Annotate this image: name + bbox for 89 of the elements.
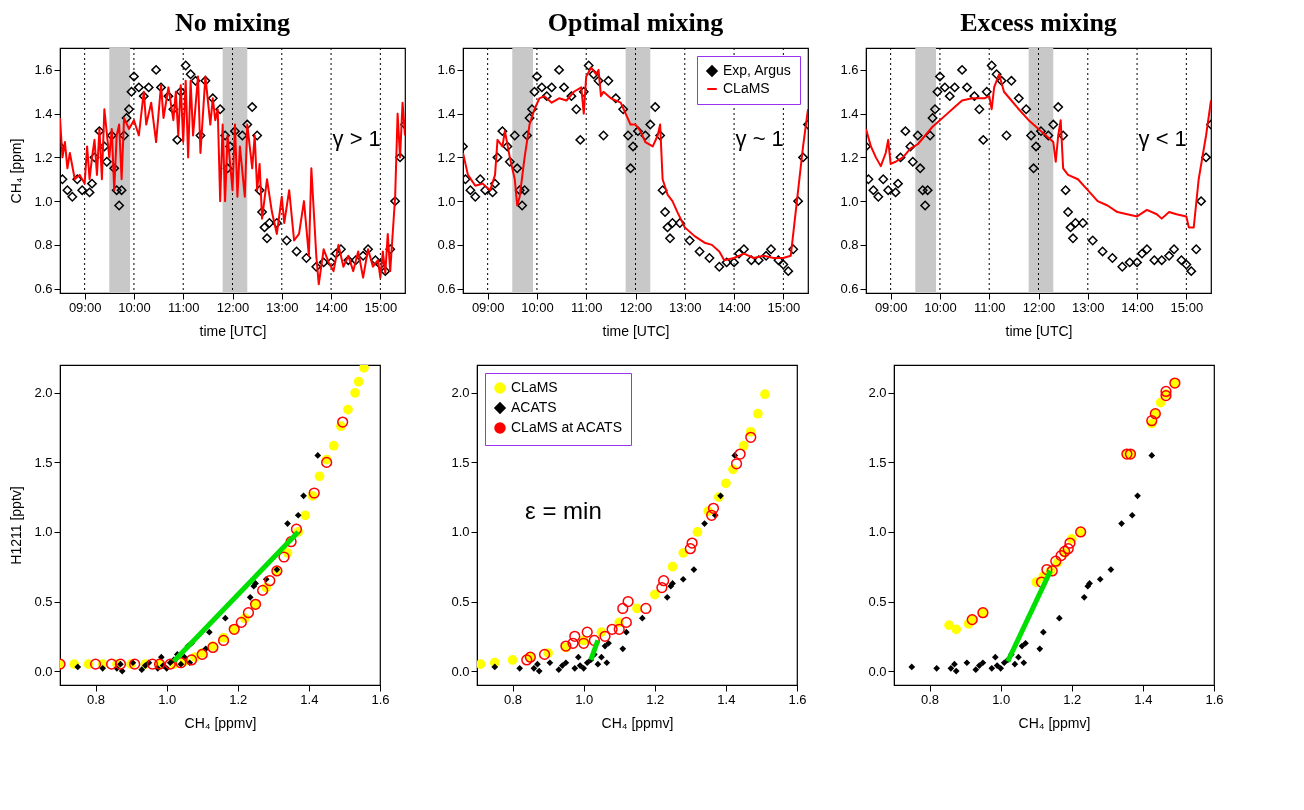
annotation: γ > 1 (332, 125, 381, 151)
legend-label: CLaMS at ACATS (511, 419, 623, 435)
y-tick-label: 0.0 (34, 663, 53, 679)
x-axis-title: CH₄ [ppmv] (601, 714, 674, 731)
annotation: γ < 1 (1138, 125, 1187, 151)
x-tick-label: 14:00 (1121, 299, 1154, 315)
x-tick-label: 1.6 (371, 691, 390, 707)
y-tick-label: 1.2 (437, 149, 456, 165)
y-tick-label: 1.0 (34, 524, 53, 540)
x-axis-title: CH₄ [ppmv] (1018, 714, 1091, 731)
y-tick-label: 1.0 (34, 193, 53, 209)
x-tick-label: 10:00 (521, 299, 554, 315)
x-tick-label: 0.8 (921, 691, 940, 707)
x-tick-label: 1.2 (646, 691, 665, 707)
x-axis-title: time [UTC] (1005, 322, 1073, 339)
x-tick-label: 1.0 (992, 691, 1011, 707)
y-tick-label: 0.8 (437, 237, 456, 253)
y-axis-title: CH₄ [ppm] (8, 138, 25, 204)
x-tick-label: 12:00 (619, 299, 653, 315)
x-tick-label: 1.4 (1134, 691, 1153, 707)
y-tick-label: 0.5 (34, 594, 53, 610)
chart-title: Optimal mixing (547, 8, 724, 37)
y-tick-label: 1.0 (868, 524, 887, 540)
x-tick-label: 14:00 (718, 299, 751, 315)
chart-title: No mixing (175, 8, 290, 37)
y-tick-label: 1.5 (34, 454, 53, 470)
legend-label: CLaMS (511, 379, 558, 395)
annotation: ε = min (525, 497, 602, 525)
y-tick-label: 1.0 (840, 193, 859, 209)
x-tick-label: 15:00 (1170, 299, 1204, 315)
x-tick-label: 13:00 (266, 299, 299, 315)
x-tick-label: 1.6 (1205, 691, 1224, 707)
x-tick-label: 11:00 (570, 299, 603, 315)
y-tick-label: 0.5 (451, 594, 470, 610)
y-tick-label: 0.8 (34, 237, 53, 253)
x-tick-label: 12:00 (216, 299, 250, 315)
x-tick-label: 1.6 (788, 691, 807, 707)
x-tick-label: 14:00 (315, 299, 348, 315)
x-axis-title: time [UTC] (199, 322, 267, 339)
y-tick-label: 0.6 (437, 281, 456, 297)
chart-title: Excess mixing (960, 8, 1117, 37)
y-tick-label: 0.5 (868, 594, 887, 610)
y-tick-label: 1.2 (34, 149, 53, 165)
x-tick-label: 1.4 (300, 691, 319, 707)
y-tick-label: 1.6 (840, 62, 859, 78)
y-tick-label: 1.2 (840, 149, 859, 165)
x-tick-label: 11:00 (167, 299, 200, 315)
y-tick-label: 1.4 (437, 106, 456, 122)
y-tick-label: 0.0 (451, 663, 470, 679)
x-axis-title: time [UTC] (602, 322, 670, 339)
x-tick-label: 09:00 (471, 299, 505, 315)
legend-label: CLaMS (723, 80, 770, 96)
legend-label: ACATS (511, 399, 557, 415)
y-tick-label: 1.4 (840, 106, 859, 122)
x-tick-label: 13:00 (669, 299, 702, 315)
x-tick-label: 1.2 (229, 691, 248, 707)
x-tick-label: 10:00 (924, 299, 957, 315)
x-tick-label: 15:00 (767, 299, 801, 315)
y-tick-label: 2.0 (868, 385, 887, 401)
y-tick-label: 1.6 (437, 62, 456, 78)
x-tick-label: 09:00 (68, 299, 102, 315)
x-tick-label: 13:00 (1072, 299, 1105, 315)
x-tick-label: 1.0 (158, 691, 177, 707)
y-tick-label: 1.0 (437, 193, 456, 209)
x-tick-label: 15:00 (364, 299, 398, 315)
y-axis-title: H1211 [pptv] (8, 486, 25, 565)
y-tick-label: 1.5 (868, 454, 887, 470)
annotation: γ ~ 1 (735, 125, 784, 151)
y-tick-label: 0.6 (840, 281, 859, 297)
x-tick-label: 12:00 (1022, 299, 1056, 315)
x-tick-label: 1.4 (717, 691, 736, 707)
y-tick-label: 1.5 (451, 454, 470, 470)
y-tick-label: 0.0 (868, 663, 887, 679)
y-tick-label: 1.6 (34, 62, 53, 78)
legend-label: Exp, Argus (723, 62, 791, 78)
y-tick-label: 1.0 (451, 524, 470, 540)
y-tick-label: 1.4 (34, 106, 53, 122)
y-tick-label: 0.6 (34, 281, 53, 297)
y-tick-label: 2.0 (34, 385, 53, 401)
x-tick-label: 10:00 (118, 299, 151, 315)
x-axis-title: CH₄ [ppmv] (184, 714, 257, 731)
x-tick-label: 0.8 (504, 691, 523, 707)
x-tick-label: 1.0 (575, 691, 594, 707)
y-tick-label: 2.0 (451, 385, 470, 401)
x-tick-label: 0.8 (87, 691, 106, 707)
x-tick-label: 09:00 (874, 299, 908, 315)
x-tick-label: 1.2 (1063, 691, 1082, 707)
y-tick-label: 0.8 (840, 237, 859, 253)
x-tick-label: 11:00 (973, 299, 1006, 315)
